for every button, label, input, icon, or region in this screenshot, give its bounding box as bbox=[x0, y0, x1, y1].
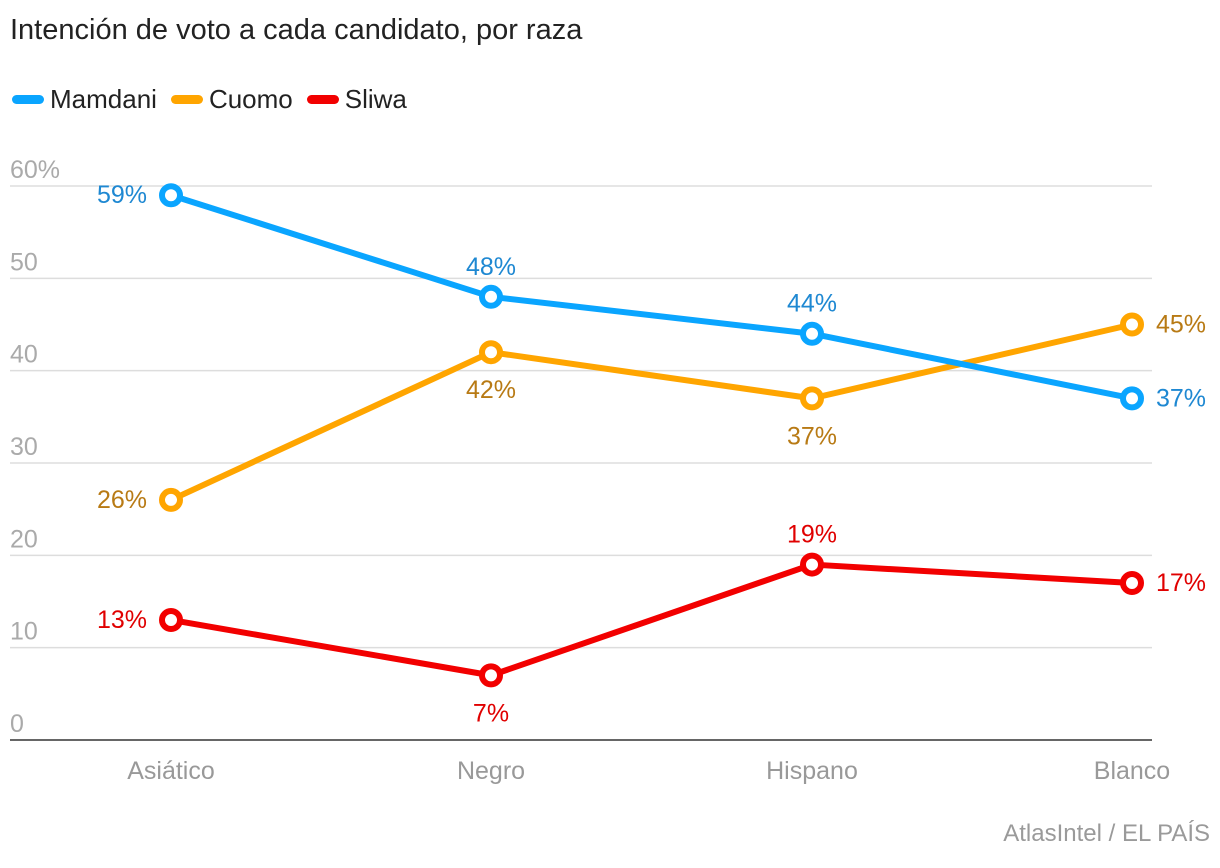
y-tick-label: 10 bbox=[10, 618, 38, 646]
data-label-mamdani: 59% bbox=[97, 181, 147, 209]
data-label-mamdani: 44% bbox=[787, 290, 837, 318]
legend-label-mamdani: Mamdani bbox=[50, 84, 157, 114]
legend-swatch-cuomo bbox=[170, 95, 203, 104]
data-point-cuomo bbox=[479, 340, 503, 365]
y-tick-label: 40 bbox=[10, 341, 38, 369]
legend-label-sliwa: Sliwa bbox=[344, 84, 407, 114]
data-point-mamdani bbox=[159, 183, 183, 208]
legend-label-cuomo: Cuomo bbox=[208, 84, 293, 114]
data-label-cuomo: 42% bbox=[466, 376, 516, 404]
legend-swatch-sliwa bbox=[306, 95, 339, 104]
chart-title: Intención de voto a cada candidato, por … bbox=[10, 14, 583, 46]
x-tick-label: Blanco bbox=[1094, 757, 1170, 785]
legend-swatch-mamdani bbox=[12, 95, 44, 104]
legend-item-cuomo: Cuomo bbox=[170, 84, 293, 115]
data-point-cuomo bbox=[1120, 312, 1144, 337]
y-tick-label: 50 bbox=[10, 248, 38, 276]
series-line-cuomo bbox=[168, 321, 1135, 503]
data-label-sliwa: 17% bbox=[1156, 569, 1206, 597]
data-point-mamdani bbox=[1120, 386, 1144, 411]
legend-item-mamdani: Mamdani bbox=[12, 84, 157, 115]
data-label-mamdani: 48% bbox=[466, 253, 516, 281]
x-tick-label: Hispano bbox=[766, 757, 858, 785]
data-point-sliwa bbox=[800, 552, 824, 577]
data-label-cuomo: 26% bbox=[97, 486, 147, 514]
x-tick-label: Asiático bbox=[127, 757, 215, 785]
y-tick-label: 30 bbox=[10, 433, 38, 461]
data-label-cuomo: 37% bbox=[787, 422, 837, 450]
data-point-cuomo bbox=[159, 487, 183, 512]
data-point-mamdani bbox=[800, 321, 824, 346]
data-label-sliwa: 13% bbox=[97, 606, 147, 634]
source-credit: AtlasIntel / EL PAÍS bbox=[1003, 820, 1210, 847]
data-point-sliwa bbox=[1120, 571, 1144, 596]
series-line-mamdani bbox=[168, 192, 1135, 402]
data-label-sliwa: 7% bbox=[473, 699, 509, 727]
data-point-cuomo bbox=[800, 386, 824, 411]
data-point-sliwa bbox=[479, 663, 503, 688]
y-tick-label: 60% bbox=[10, 156, 60, 184]
data-point-sliwa bbox=[159, 607, 183, 632]
y-tick-label: 0 bbox=[10, 710, 24, 738]
series-line-sliwa bbox=[168, 561, 1135, 679]
legend: Mamdani Cuomo Sliwa bbox=[12, 84, 421, 115]
data-label-cuomo: 45% bbox=[1156, 311, 1206, 339]
legend-item-sliwa: Sliwa bbox=[306, 84, 407, 115]
data-point-mamdani bbox=[479, 284, 503, 309]
data-label-mamdani: 37% bbox=[1156, 384, 1206, 412]
x-tick-label: Negro bbox=[457, 757, 525, 785]
y-tick-label: 20 bbox=[10, 525, 38, 553]
data-label-sliwa: 19% bbox=[787, 521, 837, 549]
